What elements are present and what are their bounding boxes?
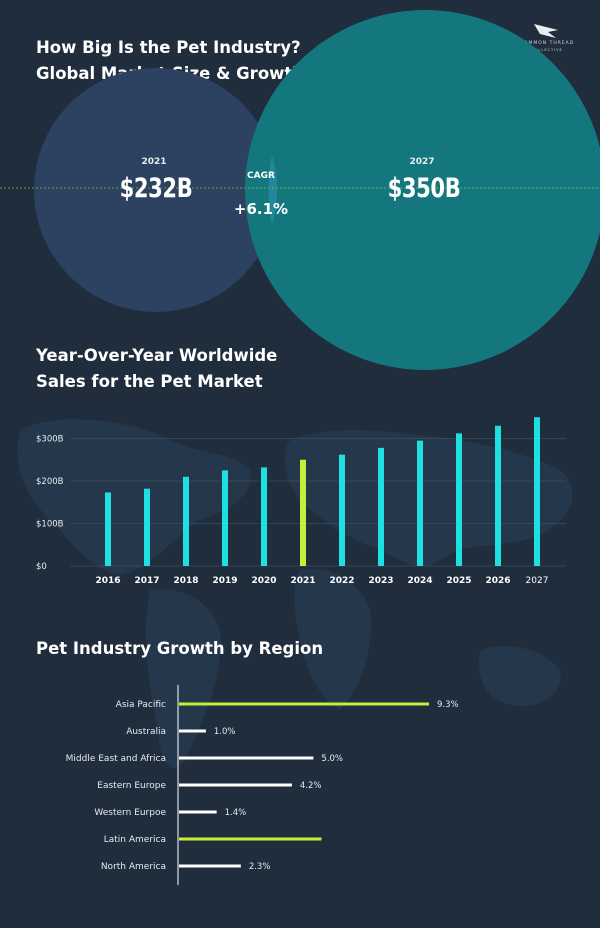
x-tick-label: 2020 — [251, 576, 276, 586]
bar-2019 — [222, 470, 228, 566]
bar-2023 — [378, 447, 384, 566]
region-value-label: 9.3% — [437, 700, 459, 710]
region-bar — [179, 864, 241, 868]
x-tick-label: 2016 — [95, 576, 120, 586]
market-size-circles — [0, 10, 600, 370]
circle-2027 — [245, 10, 600, 370]
bar-2025 — [456, 433, 462, 566]
year-2021-label: 2021 — [141, 157, 167, 167]
bar-2021 — [300, 459, 306, 566]
region-label: Australia — [126, 727, 166, 737]
logo-line-2: COLLECTIVE — [531, 48, 563, 52]
cagr-value: +6.1% — [233, 200, 289, 218]
circle-overlap — [268, 155, 278, 225]
bar-2022 — [339, 454, 345, 566]
region-bar — [179, 729, 206, 733]
x-tick-label: 2021 — [290, 576, 315, 586]
region-bar — [179, 756, 314, 760]
x-tick-label: 2019 — [212, 576, 237, 586]
region-label: Western Eurpoe — [94, 808, 166, 818]
bar-2017 — [144, 488, 150, 566]
region-label: Latin America — [104, 835, 166, 845]
yoy-section-title: Year-Over-Year Worldwide Sales for the P… — [36, 343, 277, 395]
x-tick-label: 2027 — [526, 576, 549, 586]
region-value-label: 1.0% — [214, 727, 236, 737]
yoy-title-line-1: Year-Over-Year Worldwide — [36, 346, 278, 365]
cagr-label: CAGR — [247, 171, 275, 181]
y-tick-label: $100B — [36, 520, 64, 530]
x-tick-label: 2017 — [134, 576, 159, 586]
region-bar — [179, 783, 292, 787]
region-label: Asia Pacific — [116, 700, 166, 710]
y-tick-label: $0 — [36, 562, 47, 572]
y-tick-label: $200B — [36, 477, 64, 487]
region-section-title: Pet Industry Growth by Region — [36, 639, 324, 658]
region-label: Eastern Europe — [97, 781, 166, 791]
bar-2016 — [105, 492, 111, 566]
region-label: Middle East and Africa — [66, 754, 166, 764]
logo-line-1: COMMON THREAD — [519, 41, 575, 46]
circle-2021 — [34, 68, 278, 312]
brand-logo: COMMON THREAD COLLECTIVE — [512, 22, 582, 56]
value-2027: $350B — [387, 173, 461, 204]
region-label: North America — [101, 862, 166, 872]
region-bar — [179, 810, 217, 814]
region-bar-chart: Asia Pacific 9.3% Australia 1.0% Middle East… — [66, 685, 459, 885]
x-tick-label: 2022 — [329, 576, 354, 586]
yoy-bar-chart: $0 $100B $200B $300B 2016 2017 2018 2019 2020 202… — [36, 417, 566, 586]
x-tick-label: 2026 — [485, 576, 510, 586]
bar-2024 — [417, 440, 423, 566]
x-tick-label: 2023 — [368, 576, 393, 586]
value-2021: $232B — [119, 173, 193, 204]
x-tick-label: 2025 — [446, 576, 471, 586]
x-tick-label: 2024 — [407, 576, 432, 586]
x-tick-label: 2018 — [173, 576, 198, 586]
region-value-label: 4.2% — [300, 781, 322, 791]
title-line-1: How Big Is the Pet Industry? — [36, 38, 301, 57]
region-value-label: 2.3% — [249, 862, 271, 872]
yoy-title-line-2: Sales for the Pet Market — [36, 372, 263, 391]
flag-icon — [534, 24, 558, 38]
bar-2027 — [534, 417, 540, 566]
bar-2020 — [261, 467, 267, 566]
y-tick-label: $300B — [36, 435, 64, 445]
bar-2026 — [495, 425, 501, 566]
region-value-label: 1.4% — [225, 808, 247, 818]
region-bar — [179, 837, 322, 841]
region-value-label: 5.0% — [321, 754, 343, 764]
region-bar — [179, 702, 429, 706]
bar-2018 — [183, 476, 189, 566]
year-2027-label: 2027 — [409, 157, 435, 167]
